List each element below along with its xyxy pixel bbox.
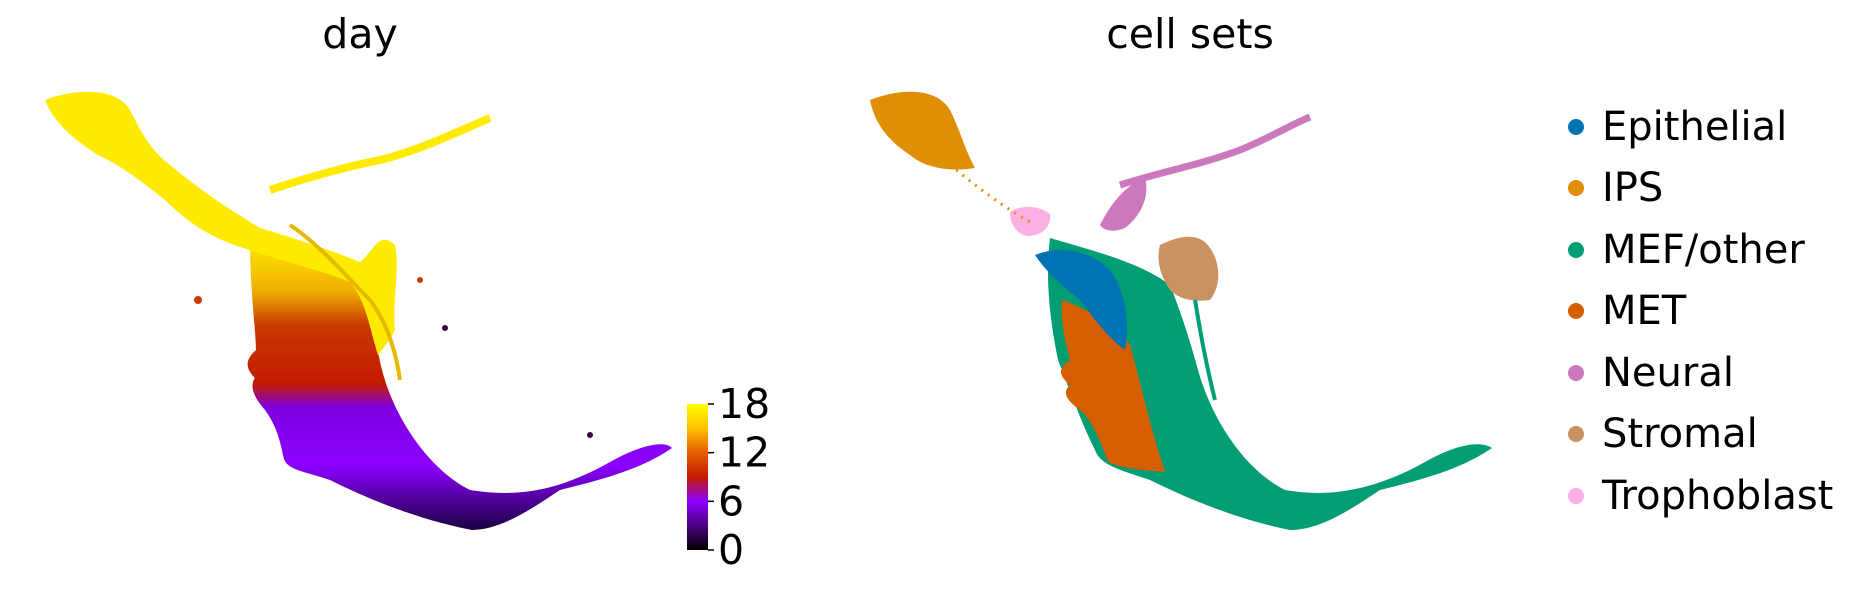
legend-label: IPS bbox=[1602, 165, 1664, 212]
day-scatter bbox=[45, 91, 672, 530]
cellset-trail-ips bbox=[949, 163, 1031, 224]
legend-item: MEF/other bbox=[1568, 219, 1833, 281]
cellset-branch-neural bbox=[1118, 113, 1312, 189]
cell-sets-panel-title: cell sets bbox=[1106, 10, 1274, 58]
legend-item: MET bbox=[1568, 281, 1833, 343]
legend-item: Trophoblast bbox=[1568, 465, 1833, 527]
legend-label: Neural bbox=[1602, 349, 1734, 396]
day-branch-upper-right bbox=[268, 114, 492, 194]
legend-marker bbox=[1568, 364, 1584, 381]
cellset-region-trophoblast bbox=[1010, 206, 1051, 236]
legend-label: MEF/other bbox=[1602, 226, 1805, 273]
colorbar-tick-label: 0 bbox=[718, 526, 744, 574]
legend-item: Neural bbox=[1568, 342, 1833, 404]
legend-marker bbox=[1568, 118, 1584, 135]
cell-sets-scatter bbox=[870, 91, 1492, 530]
day-point bbox=[442, 325, 448, 331]
day-point bbox=[587, 432, 593, 438]
cellset-region-stromal bbox=[1158, 236, 1219, 301]
legend-item: Stromal bbox=[1568, 404, 1833, 466]
day-panel-title: day bbox=[322, 10, 398, 58]
colorbar-tick-label: 6 bbox=[718, 477, 744, 525]
colorbar-tick-label: 12 bbox=[718, 429, 770, 477]
cellset-region-ips bbox=[870, 91, 975, 170]
day-cluster-main bbox=[247, 238, 672, 530]
day-cluster-upper bbox=[45, 91, 397, 355]
legend-label: Trophoblast bbox=[1602, 472, 1834, 519]
colorbar-bar bbox=[687, 404, 708, 550]
legend-item: IPS bbox=[1568, 158, 1833, 220]
cellset-thread-mef-other bbox=[1193, 299, 1217, 401]
day-branch-mid bbox=[288, 223, 402, 381]
cellset-region-neural bbox=[1100, 178, 1147, 231]
legend-marker bbox=[1568, 426, 1584, 443]
legend-marker bbox=[1568, 487, 1584, 504]
legend-label: Epithelial bbox=[1602, 103, 1788, 150]
legend-label: MET bbox=[1602, 288, 1687, 335]
legend-marker bbox=[1568, 241, 1584, 258]
colorbar-tick-label: 18 bbox=[718, 380, 770, 428]
legend-marker bbox=[1568, 180, 1584, 197]
cell-sets-legend: Epithelial IPS MEF/other MET Neural Stromal Tr… bbox=[1568, 96, 1833, 527]
day-point bbox=[194, 296, 202, 304]
day-point bbox=[417, 277, 423, 283]
cellset-region-met bbox=[1061, 300, 1165, 472]
legend-marker bbox=[1568, 303, 1584, 320]
cellset-region-epithelial bbox=[1035, 250, 1127, 350]
legend-item: Epithelial bbox=[1568, 96, 1833, 158]
legend-label: Stromal bbox=[1602, 411, 1758, 458]
